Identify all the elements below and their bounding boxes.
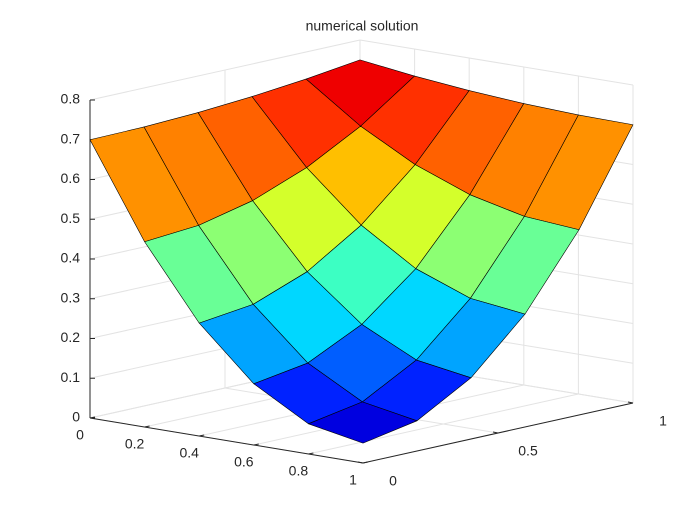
y-tick — [627, 401, 634, 404]
x-tick-label: 1 — [349, 472, 357, 488]
x-tick — [253, 443, 259, 446]
x-tick-label: 0.8 — [289, 463, 309, 479]
chart-title: numerical solution — [306, 18, 419, 34]
y-tick-label: 1 — [659, 413, 667, 429]
x-tick-label: 0.2 — [125, 436, 145, 452]
x-tick — [362, 461, 369, 464]
grid-line — [89, 39, 361, 101]
surface-patch — [308, 401, 418, 444]
z-tick-label: 0.2 — [61, 329, 81, 345]
z-tick-label: 0 — [72, 409, 80, 425]
z-tick-label: 0.8 — [61, 91, 81, 107]
z-tick-label: 0.5 — [61, 210, 81, 226]
y-tick-label: 0.5 — [518, 443, 538, 459]
x-tick — [308, 452, 314, 455]
x-tick — [199, 434, 205, 437]
z-tick-label: 0.6 — [61, 170, 81, 186]
x-tick-label: 0 — [76, 427, 84, 443]
y-tick-label: 0 — [389, 473, 397, 489]
x-axis — [89, 417, 364, 464]
x-tick — [144, 425, 150, 428]
x-tick-label: 0.6 — [234, 454, 254, 470]
z-tick-label: 0.1 — [61, 369, 81, 385]
z-tick-label: 0.4 — [61, 250, 81, 266]
y-tick — [492, 431, 499, 434]
grid-line — [359, 39, 634, 86]
z-tick-label: 0.3 — [61, 289, 81, 305]
x-tick — [89, 416, 96, 419]
x-tick-label: 0.4 — [179, 445, 199, 461]
z-tick-label: 0.7 — [61, 130, 81, 146]
y-tick — [357, 461, 364, 464]
